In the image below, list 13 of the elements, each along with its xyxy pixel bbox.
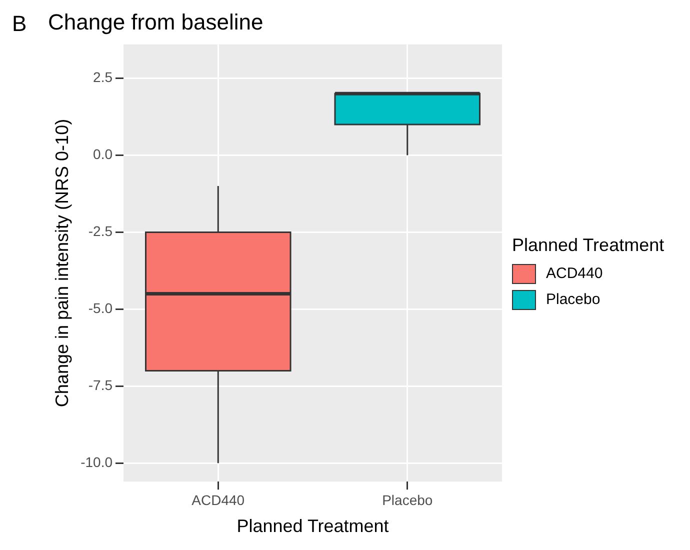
y-axis-title: Change in pain intensity (NRS 0-10): [52, 118, 72, 408]
legend-label: Placebo: [546, 291, 600, 308]
chart-title: Change from baseline: [48, 9, 264, 34]
y-tick-label: 0.0: [93, 146, 113, 162]
y-tick-label: -5.0: [88, 300, 113, 316]
y-tick-label: 2.5: [93, 69, 113, 86]
y-tick-label: -7.5: [88, 377, 113, 394]
x-axis-title: Planned Treatment: [236, 516, 389, 536]
text: B: [12, 11, 27, 36]
y-tick-label: -2.5: [88, 223, 113, 240]
y-tick-label: -10.0: [80, 454, 113, 470]
legend-label: ACD440: [546, 265, 603, 282]
legend-title: Planned Treatment: [512, 234, 664, 256]
